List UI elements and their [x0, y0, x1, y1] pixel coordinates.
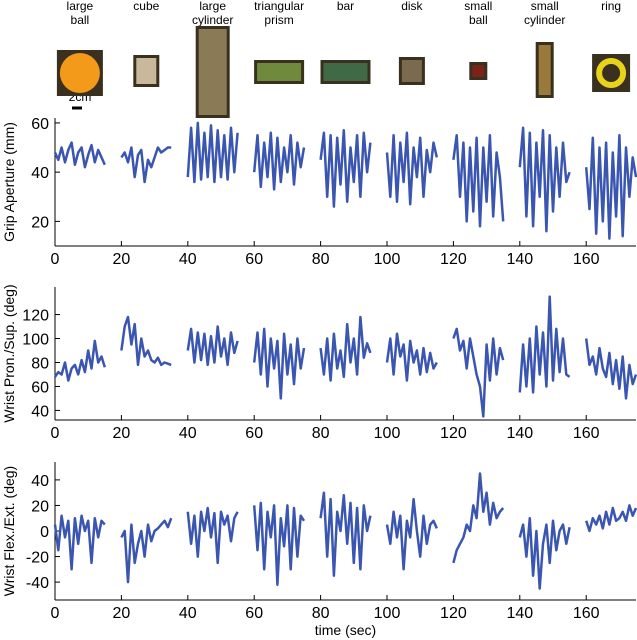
x-tick-label: 0 [51, 425, 60, 442]
x-tick-label: 80 [312, 251, 330, 268]
x-tick-label: 20 [113, 605, 131, 622]
x-tick-label: 100 [374, 425, 401, 442]
object-photo [472, 65, 485, 77]
object-label: bar [337, 0, 354, 13]
object-label: cylinder [524, 13, 565, 27]
x-tick-label: 100 [374, 605, 401, 622]
y-axis-label: Wrist Pron./Sup. (deg) [1, 284, 17, 422]
x-tick-label: 140 [506, 425, 533, 442]
x-tick-label: 60 [245, 425, 263, 442]
object-label: small [464, 0, 492, 13]
y-axis-label: Grip Aperture (mm) [1, 122, 17, 242]
y-tick-label: 40 [31, 165, 49, 182]
x-tick-label: 20 [113, 425, 131, 442]
object-label: cube [133, 0, 159, 13]
x-tick-label: 20 [113, 251, 131, 268]
y-tick-label: 40 [31, 403, 49, 420]
data-line [53, 295, 637, 418]
x-tick-label: 40 [179, 425, 197, 442]
x-tick-label: 100 [374, 251, 401, 268]
y-tick-label: 20 [31, 214, 49, 231]
x-tick-label: 120 [440, 425, 467, 442]
y-tick-label: 60 [31, 116, 49, 133]
y-tick-label: -40 [26, 575, 49, 592]
x-tick-label: 120 [440, 251, 467, 268]
data-line [53, 121, 637, 240]
x-tick-label: 80 [312, 425, 330, 442]
x-tick-label: 40 [179, 251, 197, 268]
object-label: disk [401, 0, 423, 13]
y-tick-label: 0 [40, 524, 49, 541]
object-photo [257, 63, 302, 81]
x-tick-label: 160 [573, 425, 600, 442]
object-label: large [199, 0, 226, 13]
x-tick-label: 40 [179, 605, 197, 622]
y-tick-label: 100 [22, 332, 49, 349]
object-photo [538, 45, 551, 95]
data-line [53, 472, 637, 590]
x-tick-label: 160 [573, 605, 600, 622]
object-label: ring [601, 0, 621, 13]
object-photo [59, 53, 100, 93]
object-label: triangular [254, 0, 304, 13]
y-tick-label: 20 [31, 498, 49, 515]
y-tick-label: -20 [26, 550, 49, 567]
object-photo [596, 58, 627, 88]
object-label: cylinder [192, 13, 233, 27]
object-label: ball [469, 13, 488, 27]
object-photo [323, 63, 368, 81]
object-label: small [531, 0, 559, 13]
x-tick-label: 80 [312, 605, 330, 622]
x-axis-label: time (sec) [315, 622, 376, 638]
x-tick-label: 140 [506, 605, 533, 622]
x-tick-label: 60 [245, 605, 263, 622]
y-tick-label: 40 [31, 473, 49, 490]
y-axis-label: Wrist Flex./Ext. (deg) [1, 466, 17, 596]
x-tick-label: 0 [51, 605, 60, 622]
y-tick-label: 80 [31, 355, 49, 372]
y-tick-label: 120 [22, 308, 49, 325]
x-tick-label: 140 [506, 251, 533, 268]
x-tick-label: 60 [245, 251, 263, 268]
object-label: large [67, 0, 94, 13]
x-tick-label: 160 [573, 251, 600, 268]
object-photo [401, 60, 422, 82]
x-tick-label: 120 [440, 605, 467, 622]
object-photo [136, 58, 157, 84]
object-label: ball [71, 13, 90, 27]
x-tick-label: 0 [51, 251, 60, 268]
object-label: prism [264, 13, 293, 27]
object-photo [198, 29, 227, 115]
y-tick-label: 60 [31, 379, 49, 396]
